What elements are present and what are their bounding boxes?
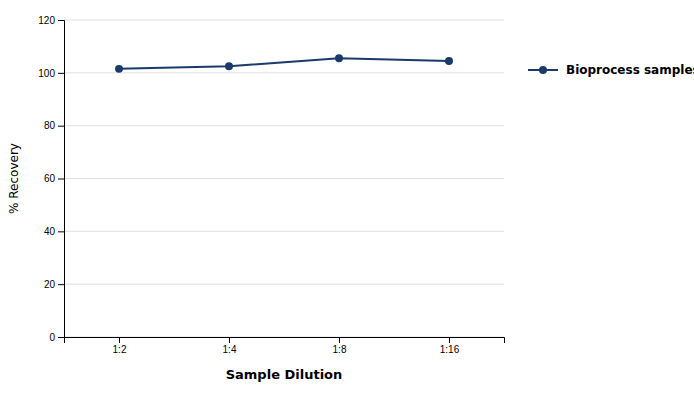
tick-mark: [119, 337, 120, 343]
tick: 100: [38, 68, 64, 79]
x-axis: 1:2 1:4 1:8 1:16: [65, 337, 505, 355]
tick-mark: [58, 284, 64, 285]
tick: 20: [44, 279, 64, 290]
grid: [64, 20, 504, 337]
legend-marker: [539, 66, 547, 74]
point: [335, 54, 343, 62]
tick-label: 0: [49, 332, 55, 343]
tick-mark: [449, 337, 450, 343]
tick-label: 1:2: [113, 344, 127, 355]
tick-label: 120: [38, 15, 55, 26]
chart: 0 20 40 60 80 100 120 1:2 1:4 1:8 1:16 Sample Dilut…: [0, 0, 694, 393]
tick-label: 1:4: [223, 344, 237, 355]
tick-label: 1:8: [333, 344, 347, 355]
x-axis-title: Sample Dilution: [226, 367, 343, 382]
tick: 120: [38, 15, 64, 26]
line: [119, 58, 449, 69]
point: [115, 65, 123, 73]
tick-mark: [58, 126, 64, 127]
tick-mark: [58, 337, 64, 338]
tick: 1:2: [113, 337, 127, 355]
tick-mark: [58, 20, 64, 21]
tick-mark: [58, 179, 64, 180]
tick-mark: [339, 337, 340, 343]
tick: 1:8: [333, 337, 347, 355]
tick-label: 80: [44, 120, 56, 131]
tick-mark: [58, 73, 64, 74]
tick: 1:16: [440, 337, 460, 355]
axis-line: [58, 21, 65, 338]
legend-item: Bioprocess samples: [528, 63, 694, 77]
tick: 40: [44, 226, 64, 237]
grid-line: [64, 72, 504, 73]
grid-line: [64, 178, 504, 179]
tick-label: 20: [44, 279, 56, 290]
grid-line: [64, 231, 504, 232]
tick-label: 40: [44, 226, 56, 237]
point: [445, 57, 453, 65]
tick: 0: [49, 332, 64, 343]
tick: 60: [44, 173, 64, 184]
legend-label: Bioprocess samples: [566, 63, 694, 77]
tick-label: 100: [38, 68, 55, 79]
tick: 1:4: [223, 337, 237, 355]
grid-line: [64, 284, 504, 285]
y-axis-title: % Recovery: [7, 143, 21, 214]
grid-line: [64, 20, 504, 21]
y-axis: 0 20 40 60 80 100 120: [38, 15, 64, 343]
axis-line: [65, 338, 505, 344]
tick-mark: [229, 337, 230, 343]
tick: 80: [44, 120, 64, 131]
tick-label: 1:16: [440, 344, 460, 355]
marks: [115, 54, 453, 73]
plot: 0 20 40 60 80 100 120 1:2 1:4 1:8 1:16: [38, 15, 504, 355]
tick-mark: [58, 231, 64, 232]
point: [225, 62, 233, 70]
tick-label: 60: [44, 173, 56, 184]
legend: Bioprocess samples: [528, 63, 694, 77]
grid-line: [64, 125, 504, 126]
